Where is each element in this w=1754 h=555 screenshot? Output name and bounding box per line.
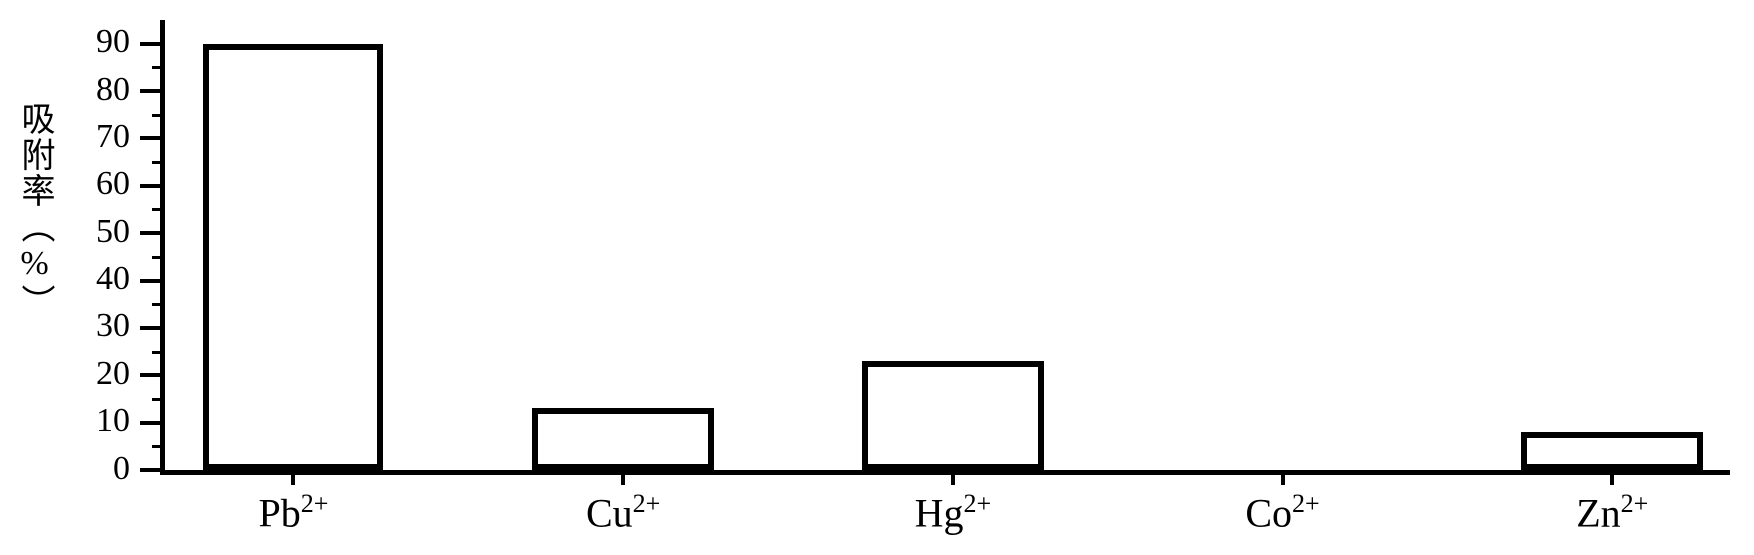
y-minor-tick <box>152 208 160 211</box>
y-tick-label: 30 <box>70 307 130 345</box>
x-tick <box>621 475 625 485</box>
y-tick <box>140 136 160 140</box>
y-tick-label: 60 <box>70 165 130 203</box>
y-axis <box>160 20 165 475</box>
x-tick <box>1610 475 1614 485</box>
y-minor-tick <box>152 114 160 117</box>
bar <box>203 44 383 470</box>
y-minor-tick <box>152 256 160 259</box>
y-minor-tick <box>152 445 160 448</box>
y-tick <box>140 42 160 46</box>
y-minor-tick <box>152 66 160 69</box>
category-label: Hg2+ <box>873 489 1033 536</box>
adsorption-rate-bar-chart: 0 10 20 30 40 50 60 70 80 90 吸附率（%） Pb2+ Cu2+ Hg2+ Co2… <box>0 0 1754 555</box>
y-tick <box>140 89 160 93</box>
y-tick <box>140 326 160 330</box>
x-tick <box>291 475 295 485</box>
y-minor-tick <box>152 351 160 354</box>
y-tick-label: 50 <box>70 213 130 251</box>
category-label: Zn2+ <box>1532 489 1692 536</box>
y-tick-label: 90 <box>70 23 130 61</box>
x-axis <box>160 470 1730 475</box>
y-tick-label: 80 <box>70 71 130 109</box>
y-axis-label: 吸附率（%） <box>10 101 59 320</box>
x-tick <box>951 475 955 485</box>
bar <box>532 408 714 470</box>
y-tick <box>140 184 160 188</box>
y-tick-label: 20 <box>70 355 130 393</box>
y-tick <box>140 468 160 472</box>
x-tick <box>1281 475 1285 485</box>
y-tick <box>140 231 160 235</box>
category-label: Pb2+ <box>213 489 373 536</box>
category-label: Co2+ <box>1203 489 1363 536</box>
y-tick <box>140 421 160 425</box>
y-tick-label: 10 <box>70 402 130 440</box>
category-label: Cu2+ <box>543 489 703 536</box>
y-tick <box>140 373 160 377</box>
bar <box>862 361 1044 470</box>
y-tick-label: 0 <box>70 450 130 488</box>
y-minor-tick <box>152 161 160 164</box>
y-minor-tick <box>152 303 160 306</box>
y-minor-tick <box>152 398 160 401</box>
y-tick <box>140 279 160 283</box>
y-tick-label: 40 <box>70 260 130 298</box>
y-tick-label: 70 <box>70 118 130 156</box>
bar <box>1521 432 1703 470</box>
